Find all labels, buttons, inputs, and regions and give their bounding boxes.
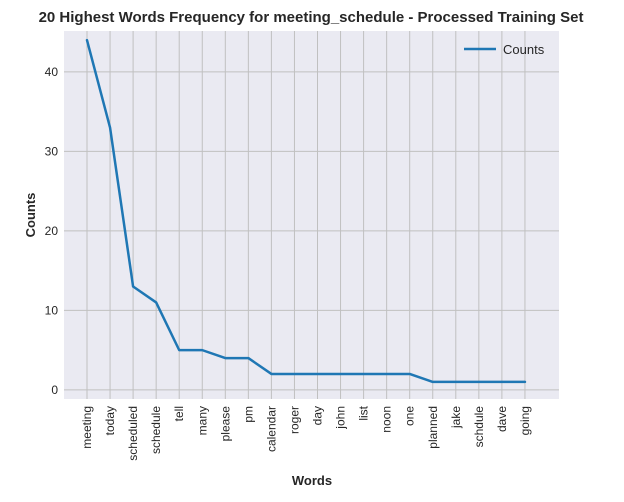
x-tick-label: scheduled (126, 406, 140, 461)
x-tick-label: one (403, 406, 417, 426)
x-tick-label: jake (449, 406, 463, 429)
x-tick-label: day (311, 406, 325, 425)
x-tick-label: calendar (264, 406, 278, 452)
x-tick-label: tell (172, 406, 186, 421)
x-tick-label: many (195, 406, 209, 435)
x-axis-label: Words (292, 473, 332, 488)
x-tick-label: dave (495, 406, 509, 432)
x-tick-label: schedule (149, 406, 163, 454)
x-tick-label: noon (380, 406, 394, 433)
x-tick-label: going (518, 406, 532, 435)
x-tick-label: john (334, 406, 348, 430)
x-tick-label: meeting (80, 406, 94, 449)
plot-background (64, 31, 559, 399)
y-axis-label: Counts (23, 193, 38, 238)
legend-label: Counts (503, 42, 545, 57)
x-tick-label: roger (287, 406, 301, 434)
y-tick-label: 0 (51, 383, 58, 397)
x-tick-label: planned (426, 406, 440, 449)
x-tick-label: please (218, 406, 232, 442)
x-tick-label: today (103, 406, 117, 435)
x-tick-label: list (357, 405, 371, 420)
chart-title: 20 Highest Words Frequency for meeting_s… (39, 9, 584, 26)
y-tick-label: 20 (45, 224, 59, 238)
y-tick-label: 30 (45, 144, 59, 158)
x-tick-label: schdule (472, 406, 486, 448)
y-tick-label: 40 (45, 65, 59, 79)
y-tick-label: 10 (45, 303, 59, 317)
y-tick-labels: 0 10 20 30 40 (45, 65, 59, 397)
x-tick-label: pm (241, 406, 255, 423)
